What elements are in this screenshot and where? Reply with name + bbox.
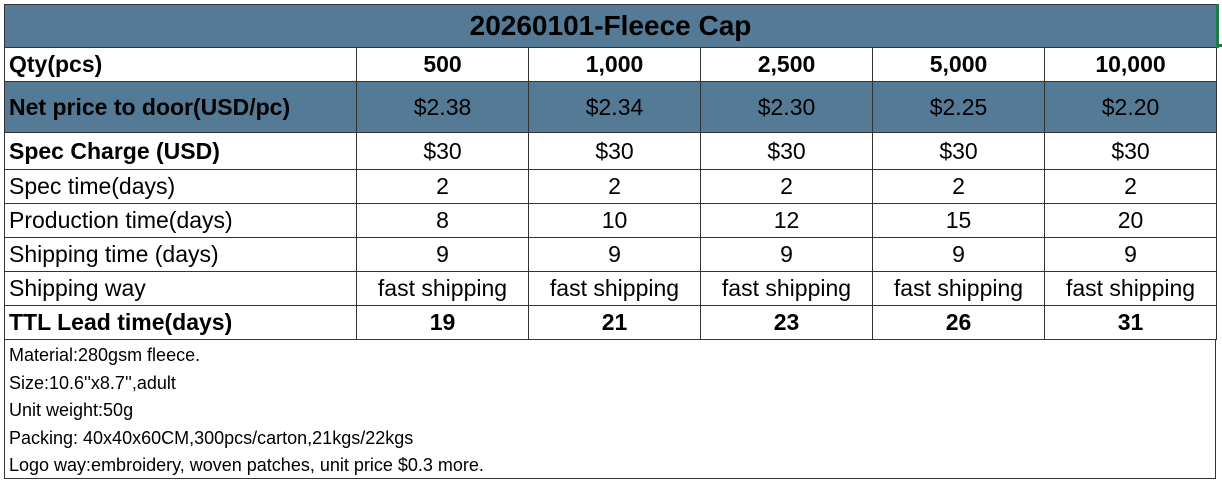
table-row: Net price to door(USD/pc) $2.38 $2.34 $2… xyxy=(4,81,1218,133)
cell[interactable]: 1,000 xyxy=(528,47,701,82)
note-unit-weight: Unit weight:50g xyxy=(9,400,134,421)
cell[interactable]: 9 xyxy=(872,237,1045,272)
cell[interactable]: 23 xyxy=(700,305,873,340)
cell[interactable]: $2.25 xyxy=(872,81,1045,133)
table-row: Shipping time (days) 9 9 9 9 9 xyxy=(4,237,1218,272)
cell[interactable]: 15 xyxy=(872,203,1045,238)
cell[interactable]: 31 xyxy=(1043,305,1218,340)
cell[interactable]: $2.30 xyxy=(700,81,873,133)
row-label-ttl-lead-time[interactable]: TTL Lead time(days) xyxy=(4,305,357,340)
cell[interactable]: 9 xyxy=(700,237,873,272)
row-label-net-price[interactable]: Net price to door(USD/pc) xyxy=(4,81,357,133)
cell[interactable]: 20 xyxy=(1043,203,1218,238)
cell[interactable]: fast shipping xyxy=(356,271,529,306)
cell[interactable]: 26 xyxy=(872,305,1045,340)
table-row: Shipping way fast shipping fast shipping… xyxy=(4,271,1218,306)
notes-cell[interactable]: Material:280gsm fleece. Size:10.6''x8.7'… xyxy=(4,339,1216,479)
cell[interactable]: $2.38 xyxy=(356,81,529,133)
cell[interactable]: 21 xyxy=(528,305,701,340)
selection-border xyxy=(1216,4,1219,48)
title-row: 20260101-Fleece Cap xyxy=(3,4,1218,48)
cell[interactable]: $30 xyxy=(872,132,1045,170)
note-material: Material:280gsm fleece. xyxy=(9,345,201,365)
cell[interactable]: 10,000 xyxy=(1043,47,1218,82)
table-row: Qty(pcs) 500 1,000 2,500 5,000 10,000 xyxy=(4,47,1218,82)
table-title[interactable]: 20260101-Fleece Cap xyxy=(3,4,1218,48)
cell[interactable]: 2 xyxy=(872,169,1045,204)
table-row: Spec time(days) 2 2 2 2 2 xyxy=(4,169,1218,204)
cell[interactable]: $30 xyxy=(356,132,529,170)
note-size: Size:10.6''x8.7'',adult xyxy=(9,372,176,393)
cell[interactable]: 9 xyxy=(1043,237,1218,272)
cell[interactable]: 500 xyxy=(356,47,529,82)
note-packing: Packing: 40x40x60CM,300pcs/carton,21kgs/… xyxy=(9,427,414,448)
selection-handle[interactable] xyxy=(1216,44,1222,47)
cell[interactable]: 9 xyxy=(528,237,701,272)
cell[interactable]: 8 xyxy=(356,203,529,238)
cell[interactable]: 12 xyxy=(700,203,873,238)
row-label-spec-charge[interactable]: Spec Charge (USD) xyxy=(4,132,357,170)
cell[interactable]: $30 xyxy=(700,132,873,170)
cell[interactable]: fast shipping xyxy=(528,271,701,306)
cell[interactable]: 2,500 xyxy=(700,47,873,82)
cell[interactable]: 5,000 xyxy=(872,47,1045,82)
cell[interactable]: fast shipping xyxy=(1043,271,1218,306)
table-row: TTL Lead time(days) 19 21 23 26 31 xyxy=(4,305,1218,340)
cell[interactable]: $2.34 xyxy=(528,81,701,133)
table-row: Production time(days) 8 10 12 15 20 xyxy=(4,203,1218,238)
cell[interactable]: $30 xyxy=(528,132,701,170)
row-label-spec-time[interactable]: Spec time(days) xyxy=(4,169,357,204)
row-label-shipping-way[interactable]: Shipping way xyxy=(4,271,357,306)
table-row: Spec Charge (USD) $30 $30 $30 $30 $30 xyxy=(4,132,1218,170)
cell[interactable]: 9 xyxy=(356,237,529,272)
cell[interactable]: 2 xyxy=(700,169,873,204)
cell[interactable]: 10 xyxy=(528,203,701,238)
price-table: 20260101-Fleece Cap Qty(pcs) 500 1,000 2… xyxy=(3,4,1218,340)
cell[interactable]: 2 xyxy=(1043,169,1218,204)
cell[interactable]: 2 xyxy=(528,169,701,204)
row-label-qty[interactable]: Qty(pcs) xyxy=(4,47,357,82)
row-label-production-time[interactable]: Production time(days) xyxy=(4,203,357,238)
note-logo-way: Logo way:embroidery, woven patches, unit… xyxy=(9,455,484,476)
cell[interactable]: $2.20 xyxy=(1043,81,1218,133)
row-label-shipping-time[interactable]: Shipping time (days) xyxy=(4,237,357,272)
cell[interactable]: 2 xyxy=(356,169,529,204)
cell[interactable]: $30 xyxy=(1043,132,1218,170)
cell[interactable]: fast shipping xyxy=(700,271,873,306)
cell[interactable]: fast shipping xyxy=(872,271,1045,306)
cell[interactable]: 19 xyxy=(356,305,529,340)
